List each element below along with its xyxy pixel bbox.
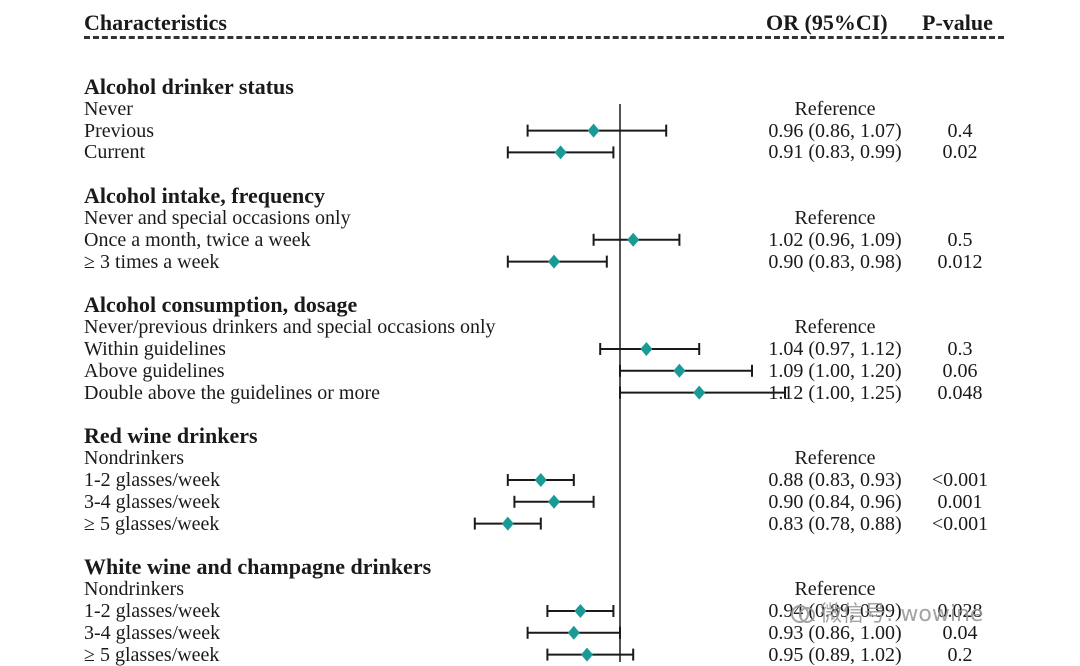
row-label: Never/previous drinkers and special occa… (84, 316, 496, 339)
p-value: <0.001 (931, 512, 989, 535)
row-label: Nondrinkers (84, 578, 184, 601)
or-point (627, 232, 640, 247)
header-characteristics: Characteristics (84, 10, 227, 35)
header-divider (84, 36, 1004, 39)
watermark: 微信号: wowine (790, 596, 983, 628)
row-label: 1-2 glasses/week (84, 469, 221, 491)
or-point (554, 145, 567, 160)
p-value: 0.06 (942, 359, 978, 382)
p-value: 0.048 (937, 381, 983, 404)
or-point (501, 516, 514, 531)
section-title: Alcohol consumption, dosage (84, 292, 358, 318)
row-label: ≥ 5 glasses/week (84, 643, 220, 666)
or-ci-value: Reference (794, 316, 876, 339)
ci-mark (619, 363, 753, 378)
or-point (693, 385, 706, 400)
p-value: 0.012 (937, 250, 983, 273)
or-ci-value: Reference (794, 207, 876, 229)
or-ci-value: 1.12 (1.00, 1.25) (768, 381, 902, 404)
or-ci-value: Reference (794, 447, 876, 470)
or-ci-value: 0.90 (0.84, 0.96) (768, 490, 902, 513)
or-ci-value: Reference (794, 97, 876, 120)
ci-mark (592, 232, 681, 247)
row-label: ≥ 5 glasses/week (84, 512, 220, 535)
header-or-ci: OR (95%CI) (766, 10, 888, 35)
section-title: Alcohol intake, frequency (84, 183, 325, 209)
or-ci-value: 0.88 (0.83, 0.93) (768, 469, 902, 491)
p-value: 0.028 (937, 600, 983, 622)
or-ci-value: Reference (794, 578, 876, 601)
or-ci-value: 1.02 (0.96, 1.09) (768, 228, 902, 251)
p-value: 0.3 (947, 338, 973, 360)
or-point (548, 494, 560, 509)
or-point (640, 342, 653, 356)
ci-mark (599, 342, 701, 356)
ci-mark (526, 625, 621, 640)
ci-mark (546, 604, 615, 618)
p-value: 0.4 (947, 119, 973, 142)
or-point (548, 254, 560, 269)
row-label: 1-2 glasses/week (84, 600, 221, 622)
section-title: Alcohol drinker status (84, 74, 294, 99)
ci-mark (506, 473, 575, 487)
p-value: 0.001 (937, 490, 983, 513)
ci-mark (473, 516, 542, 531)
or-point (574, 604, 587, 618)
or-point (587, 123, 600, 138)
row-label: Never and special occasions only (84, 207, 351, 229)
or-point (534, 473, 547, 487)
or-ci-value: 0.93 (0.86, 1.00) (768, 621, 902, 644)
section-title: White wine and champagne drinkers (84, 554, 432, 580)
row-label: ≥ 3 times a week (84, 250, 220, 273)
row-label: Within guidelines (84, 338, 226, 360)
row-label: Current (84, 141, 146, 164)
p-value: <0.001 (931, 469, 989, 491)
or-ci-value: 0.96 (0.86, 1.07) (768, 119, 902, 142)
row-label: Previous (84, 119, 154, 142)
watermark-text: 微信号: wowine (820, 602, 984, 627)
p-value: 0.04 (942, 621, 978, 644)
header-pvalue: P-value (922, 10, 993, 35)
ci-mark (513, 494, 595, 509)
or-ci-value: 1.04 (0.97, 1.12) (768, 338, 902, 360)
row-label: Double above the guidelines or more (84, 381, 381, 404)
or-ci-value: 0.83 (0.78, 0.88) (768, 512, 902, 535)
or-ci-value: 0.90 (0.83, 0.98) (768, 250, 902, 273)
ci-mark (506, 254, 608, 269)
wechat-icon (790, 603, 816, 625)
ci-mark (506, 145, 615, 160)
p-value: 0.5 (947, 228, 973, 251)
p-value: 0.02 (942, 141, 978, 164)
or-point (567, 625, 580, 640)
or-ci-value: 1.09 (1.00, 1.20) (768, 359, 902, 382)
row-label: Nondrinkers (84, 447, 184, 470)
or-point (581, 647, 593, 662)
ci-mark (526, 123, 668, 138)
row-label: 3-4 glasses/week (84, 621, 221, 644)
row-label: Once a month, twice a week (84, 228, 311, 251)
row-label: Above guidelines (84, 359, 225, 382)
or-ci-value: 0.95 (0.89, 1.02) (768, 643, 902, 666)
or-ci-value: 0.91 (0.83, 0.99) (768, 141, 902, 164)
p-value: 0.2 (947, 643, 973, 666)
ci-mark (546, 647, 635, 662)
row-label: Never (84, 97, 133, 120)
section-title: Red wine drinkers (84, 423, 258, 449)
or-point (673, 363, 686, 378)
row-label: 3-4 glasses/week (84, 490, 221, 513)
